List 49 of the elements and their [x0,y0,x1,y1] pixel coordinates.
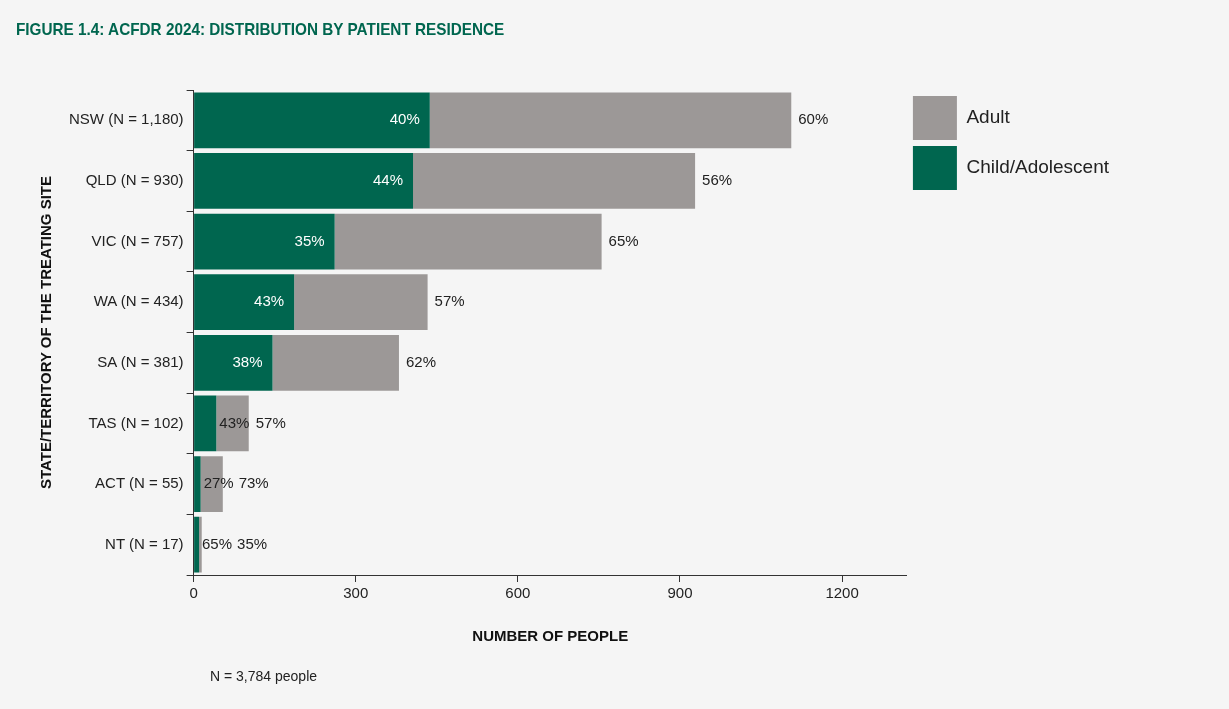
bar [194,92,430,149]
x-tick-label: 300 [343,584,369,602]
annotation: 57% [255,413,286,431]
bar [194,516,200,573]
bar [199,516,202,573]
annotation: 65% [202,534,233,552]
bar [194,153,414,209]
bar [194,456,201,512]
annotation: 43% [254,292,285,310]
bar [272,334,399,391]
text: N = 3,784 people [210,668,318,684]
x-axis-title: NUMBER OF PEOPLE [472,627,629,645]
bar [194,213,335,270]
bar [413,153,696,209]
y-tick-label: QLD (N = 930) [85,171,184,189]
annotation: 56% [702,171,733,189]
y-tick-label: NSW (N = 1,180) [68,110,184,128]
y-tick-label: TAS (N = 102) [88,413,184,431]
annotation: 73% [238,474,269,492]
bar [334,213,602,270]
y-axis-title: STATE/TERRITORY OF THE TREATING SITE [37,175,55,490]
y-tick-label: WA (N = 434) [93,292,184,310]
x-tick-label: 900 [667,584,693,602]
annotation: 62% [405,352,436,370]
bar [194,334,273,391]
annotation: 35% [294,231,325,249]
annotation: 65% [608,231,639,249]
bar [194,395,217,452]
bar [216,395,249,452]
annotation: 44% [372,171,404,189]
x-tick-label: 600 [505,584,531,602]
x-tick-label: 0 [189,584,198,602]
annotation: 40% [389,110,420,128]
annotation: 60% [798,110,829,128]
y-tick-label: VIC (N = 757) [91,231,184,249]
x-tick-label: 1200 [825,584,859,602]
y-tick-label: NT (N = 17) [105,534,184,552]
annotation: 43% [219,413,250,431]
y-tick-label: ACT (N = 55) [95,474,184,492]
bar [294,274,428,331]
annotation: 38% [232,352,263,370]
chart-title: FIGURE 1.4: ACFDR 2024: DISTRIBUTION BY PATIENT RESIDENCE [16,20,505,40]
legend-label: Adult [966,106,1011,128]
bar [194,274,295,331]
annotation: 57% [434,292,465,310]
y-tick-label: SA (N = 381) [97,352,184,370]
annotation: 35% [237,534,268,552]
bar [429,92,792,149]
legend-label: Child/Adolescent [966,156,1110,178]
